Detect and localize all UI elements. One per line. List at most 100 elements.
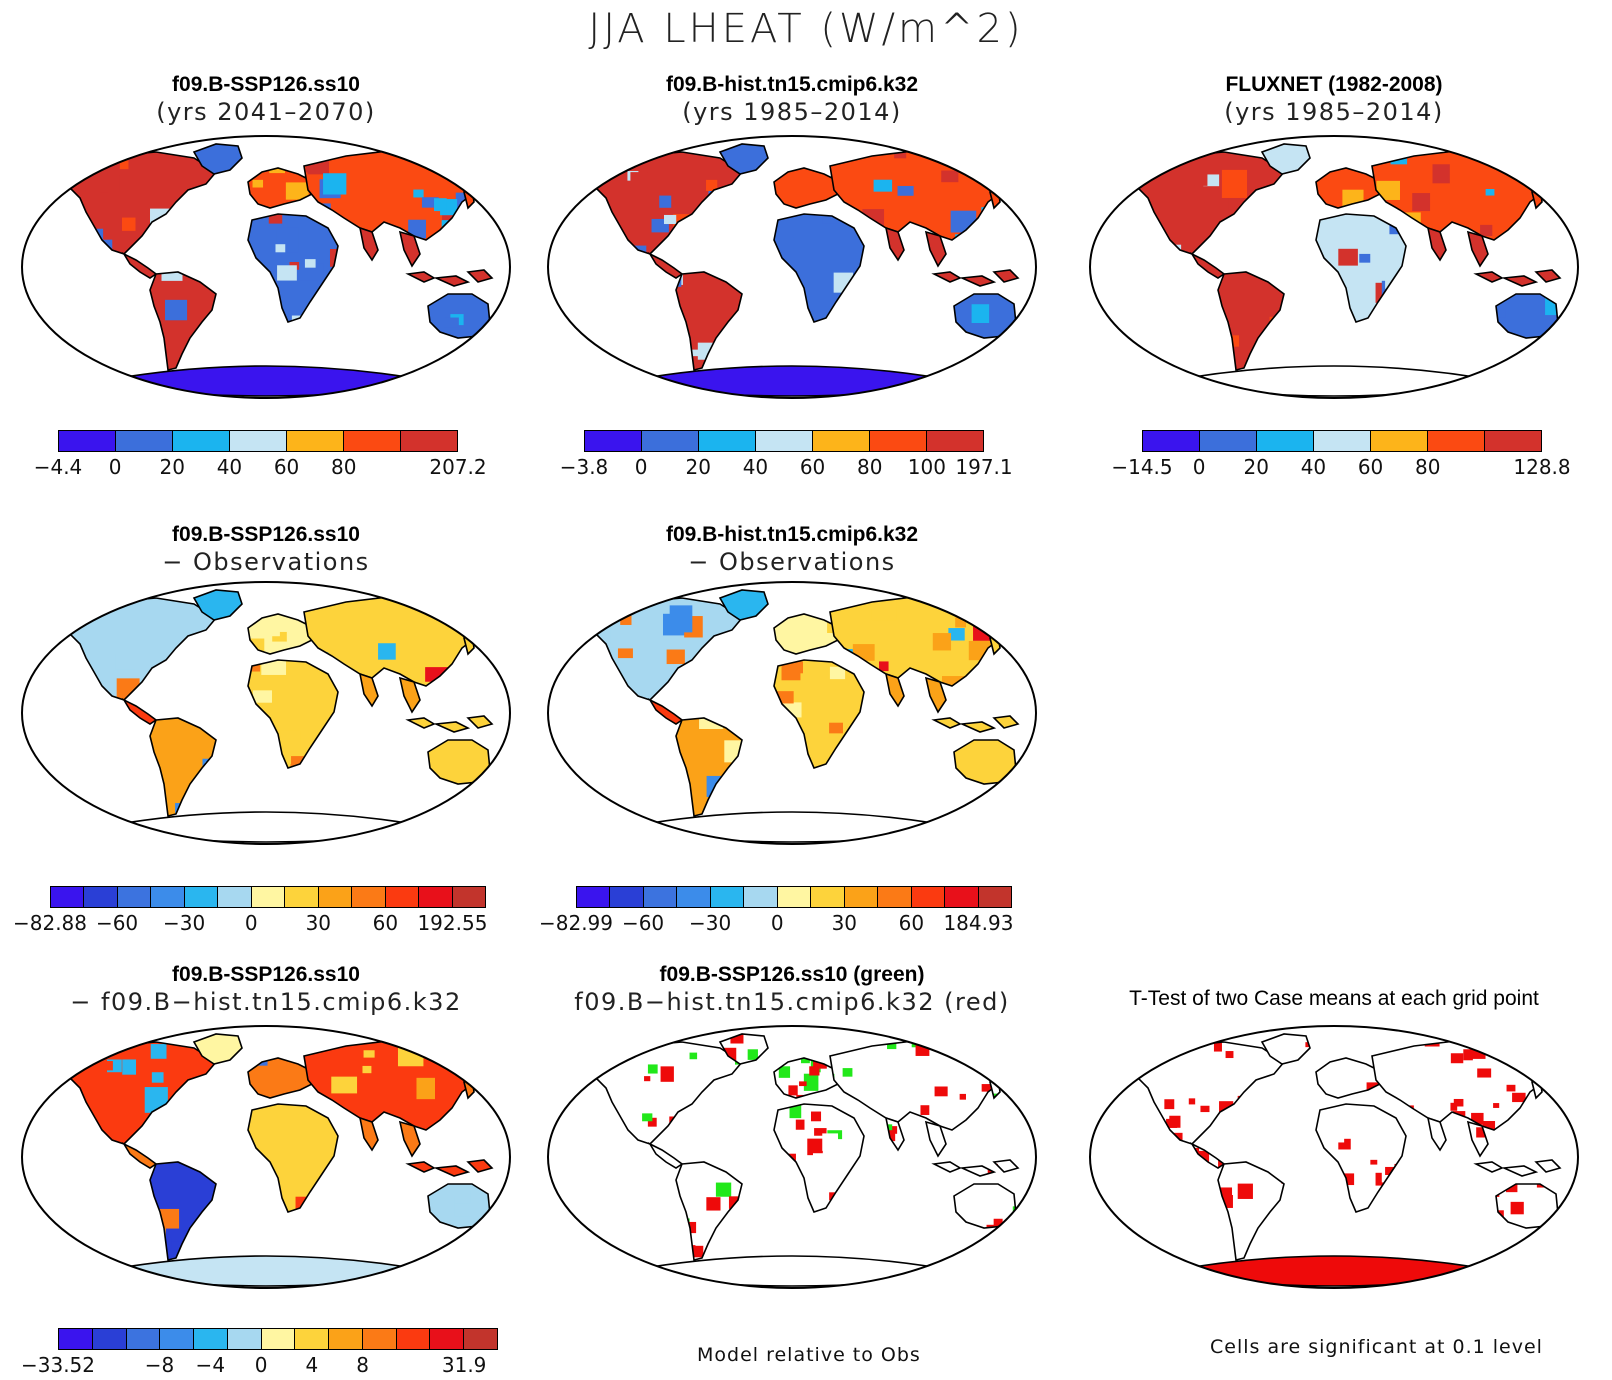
field-cell <box>56 152 81 181</box>
field-cell <box>581 351 589 359</box>
field-cell <box>1004 792 1026 808</box>
coastline <box>247 659 339 769</box>
field-cell <box>497 172 511 185</box>
colorbar-tick-label: −3.8 <box>559 455 609 479</box>
field-cell <box>1121 346 1138 361</box>
field-cell <box>1572 216 1584 229</box>
field-cell <box>980 143 1002 166</box>
world-map <box>21 135 511 399</box>
field-cell <box>894 150 907 159</box>
world-map <box>1089 135 1584 399</box>
field-cell <box>64 350 74 359</box>
colorbar-swatch <box>295 1329 330 1349</box>
coastline <box>149 717 217 817</box>
coastline <box>149 1161 217 1261</box>
field-cell <box>972 602 984 614</box>
continent-australia <box>428 740 490 784</box>
field-cell <box>73 171 81 176</box>
field-cell <box>496 617 515 632</box>
colorbar-swatch <box>419 887 453 907</box>
field-cell <box>1338 248 1358 266</box>
field-cell <box>485 346 496 357</box>
field-cell <box>1032 608 1042 620</box>
field-cell <box>986 608 1006 632</box>
field-cell <box>997 334 1020 348</box>
field-cell <box>51 358 72 373</box>
field-cell <box>479 337 492 348</box>
field-cell <box>67 175 77 185</box>
continent-india-se-asia <box>886 674 946 712</box>
colorbar-swatch <box>59 431 116 451</box>
colorbar-swatch <box>777 887 812 907</box>
map-border <box>21 581 511 845</box>
field-cell <box>983 360 1005 375</box>
colorbar-tick-label: 4 <box>305 1353 319 1377</box>
colorbar-swatch <box>643 887 678 907</box>
coastline <box>931 715 1020 733</box>
field-cell <box>503 1186 516 1207</box>
field-cell <box>480 1040 492 1050</box>
field-cell <box>53 161 69 174</box>
colorbar-swatch <box>116 431 173 451</box>
field-cell <box>472 787 486 796</box>
continent-africa <box>248 1104 338 1212</box>
field-cell <box>494 164 511 180</box>
colorbar-tick-label: 80 <box>856 455 883 479</box>
colorbar-tick-label: 0 <box>254 1353 268 1377</box>
field-cell <box>992 1054 1003 1064</box>
field-cell <box>1023 313 1041 335</box>
field-cell <box>485 172 493 177</box>
panel-title: FLUXNET (1982-2008) <box>1225 73 1443 96</box>
field-cell <box>1026 307 1042 319</box>
coastline <box>675 271 743 371</box>
field-cell <box>630 172 648 188</box>
field-cell <box>493 794 502 801</box>
colorbar-swatch <box>218 887 252 907</box>
continent-central-america <box>650 254 682 278</box>
field-cell <box>484 176 503 194</box>
field-cell <box>977 357 987 363</box>
field-cell <box>464 597 488 621</box>
field-cell <box>1025 619 1042 645</box>
field-cell <box>463 353 475 362</box>
coastline <box>192 589 243 621</box>
field-cell <box>1559 358 1584 377</box>
colorbar-swatch <box>184 887 219 907</box>
field-cell <box>1021 205 1036 222</box>
field-cell <box>1195 194 1207 203</box>
field-cell <box>98 598 124 606</box>
field-cell <box>617 648 633 659</box>
field-cell <box>1118 172 1133 183</box>
field-cell <box>1507 359 1521 370</box>
colorbar-swatch <box>251 887 286 907</box>
colorbar-swatch <box>642 431 699 451</box>
field-cell <box>957 1034 970 1047</box>
colorbar-tick-label: 20 <box>1243 455 1270 479</box>
field-cell <box>491 593 509 604</box>
field-cell <box>434 198 447 212</box>
field-cell <box>990 188 1000 204</box>
field-cell <box>587 358 595 365</box>
continent-central-america <box>650 700 682 724</box>
field-cell <box>1028 1110 1042 1124</box>
coastline <box>405 715 494 733</box>
field-cell <box>1571 143 1584 155</box>
field-cell <box>453 798 467 810</box>
colorbar-swatch <box>1200 431 1257 451</box>
field-cell <box>1118 171 1138 184</box>
field-cell <box>491 634 504 649</box>
map-border <box>547 135 1037 399</box>
field-cell <box>82 601 105 617</box>
field-cell <box>691 349 701 357</box>
field-cell <box>1025 1069 1036 1078</box>
continent-africa <box>248 660 338 768</box>
field-cell <box>1560 351 1582 367</box>
field-cell <box>1506 294 1526 301</box>
field-cell <box>100 175 120 193</box>
colorbar-tick-label: 60 <box>372 911 399 935</box>
field-cell <box>66 1039 83 1050</box>
field-cell <box>1011 353 1029 365</box>
coastline <box>149 271 217 371</box>
colorbar-tick-label: 60 <box>1357 455 1384 479</box>
field-cell <box>437 1041 456 1063</box>
